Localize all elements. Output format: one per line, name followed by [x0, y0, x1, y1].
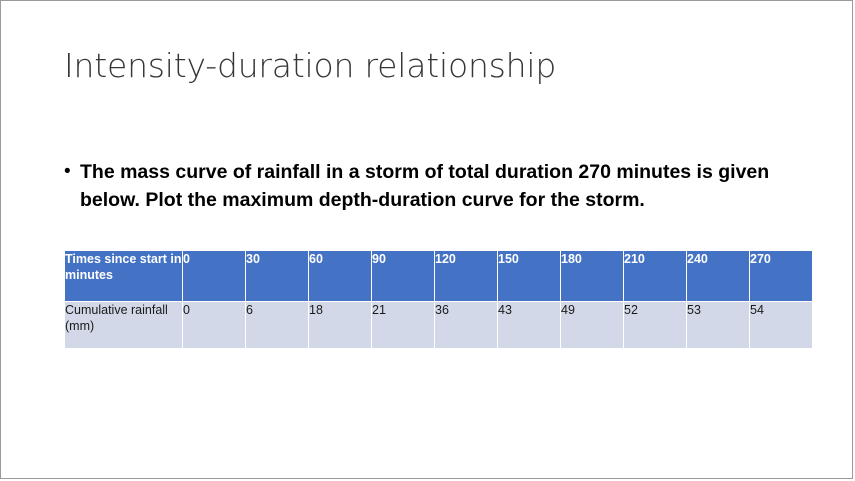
table-cell-rainfall-7: 52 [624, 302, 686, 348]
list-item: • The mass curve of rainfall in a storm … [64, 158, 791, 214]
table-header-time-90: 90 [372, 251, 434, 301]
table-header-time-210: 210 [624, 251, 686, 301]
table-cell-rainfall-6: 49 [561, 302, 623, 348]
table-row-rainfall: Cumulative rainfall (mm) 0 6 18 21 36 43… [65, 302, 812, 348]
bullet-item-text: The mass curve of rainfall in a storm of… [80, 161, 770, 211]
table-header-time-180: 180 [561, 251, 623, 301]
table-cell-rainfall-1: 6 [246, 302, 308, 348]
table-row-label-times: Times since start in minutes [65, 251, 182, 301]
table-header-time-270: 270 [750, 251, 812, 301]
table-cell-rainfall-3: 21 [372, 302, 434, 348]
table-header-time-30: 30 [246, 251, 308, 301]
page-title: Intensity-duration relationship [64, 46, 557, 85]
bullet-list: • The mass curve of rainfall in a storm … [64, 158, 791, 214]
table-cell-rainfall-4: 36 [435, 302, 497, 348]
table-header-time-150: 150 [498, 251, 560, 301]
table-cell-rainfall-8: 53 [687, 302, 749, 348]
rainfall-data-table: Times since start in minutes 0 30 60 90 … [64, 250, 813, 349]
table-row-label-rainfall: Cumulative rainfall (mm) [65, 302, 182, 348]
table-cell-rainfall-0: 0 [183, 302, 245, 348]
table-row-header: Times since start in minutes 0 30 60 90 … [65, 251, 812, 301]
table-header-time-240: 240 [687, 251, 749, 301]
bullet-point-icon: • [64, 161, 71, 182]
table-header-time-60: 60 [309, 251, 371, 301]
table-header-time-0: 0 [183, 251, 245, 301]
table-cell-rainfall-2: 18 [309, 302, 371, 348]
table-cell-rainfall-9: 54 [750, 302, 812, 348]
table-cell-rainfall-5: 43 [498, 302, 560, 348]
table-header-time-120: 120 [435, 251, 497, 301]
